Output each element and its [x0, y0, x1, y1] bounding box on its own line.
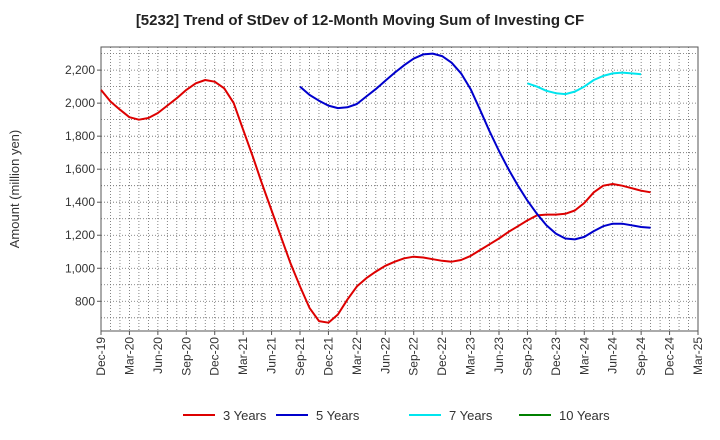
x-tick-label: Dec-19: [94, 337, 108, 376]
x-tick-label: Sep-23: [520, 337, 534, 376]
legend-label: 3 Years: [223, 408, 267, 423]
series-line-5-years: [299, 52, 651, 241]
x-tick-label: Jun-21: [265, 337, 279, 374]
x-tick-label: Jun-22: [378, 337, 392, 374]
x-tick-label: Mar-23: [464, 337, 478, 375]
series-line-7-years: [527, 71, 642, 96]
y-tick-label: 800: [75, 294, 95, 308]
x-tick-label: Dec-23: [549, 337, 563, 376]
x-tick-label: Jun-20: [151, 337, 165, 374]
y-tick-label: 2,000: [65, 96, 95, 110]
plot-frame: [100, 46, 699, 332]
legend-label: 10 Years: [559, 408, 610, 423]
legend-label: 5 Years: [316, 408, 360, 423]
x-tick-label: Mar-22: [350, 337, 364, 375]
x-tick-label: Sep-21: [293, 337, 307, 376]
x-tick-label: Dec-22: [435, 337, 449, 376]
x-tick-label: Mar-21: [236, 337, 250, 375]
x-tick-label: Jun-24: [606, 337, 620, 374]
x-tick-label: Mar-25: [691, 337, 705, 375]
legend-label: 7 Years: [449, 408, 493, 423]
y-tick-label: 1,000: [65, 261, 95, 275]
x-tick-label: Mar-24: [577, 337, 591, 375]
x-tick-label: Mar-20: [122, 337, 136, 375]
y-tick-label: 2,200: [65, 63, 95, 77]
x-tick-label: Dec-21: [321, 337, 335, 376]
y-axis-label: Amount (million yen): [7, 130, 22, 249]
x-tick-label: Sep-20: [179, 337, 193, 376]
y-tick-label: 1,600: [65, 162, 95, 176]
x-tick-label: Dec-20: [208, 337, 222, 376]
chart-title: [5232] Trend of StDev of 12-Month Moving…: [135, 12, 585, 29]
y-tick-label: 1,800: [65, 129, 95, 143]
y-tick-label: 1,200: [65, 228, 95, 242]
x-tick-label: Jun-23: [492, 337, 506, 374]
series-line-3-years: [100, 79, 651, 324]
x-tick-label: Sep-22: [407, 337, 421, 376]
x-tick-label: Dec-24: [663, 337, 677, 376]
y-tick-label: 1,400: [65, 195, 95, 209]
x-tick-label: Sep-24: [634, 337, 648, 376]
plot-area: [101, 47, 698, 331]
